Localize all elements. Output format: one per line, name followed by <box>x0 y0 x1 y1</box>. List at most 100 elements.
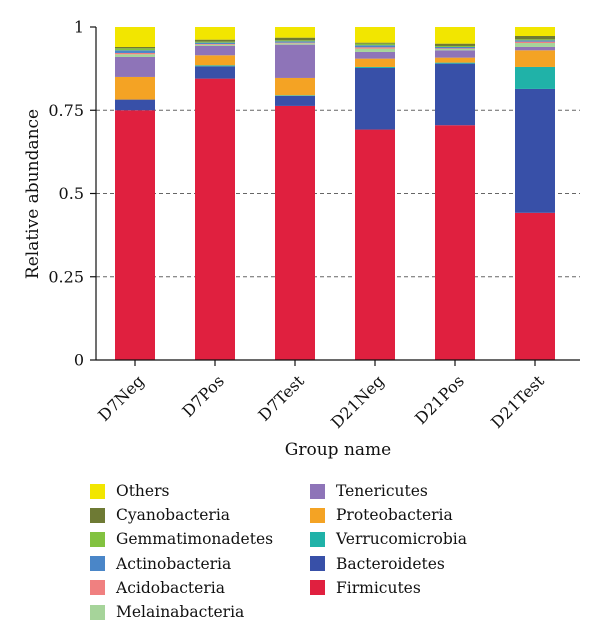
bar-segment-D21Neg-gemmatimonadetes <box>355 43 395 46</box>
bar-segment-D21Test-tenericutes <box>515 46 555 51</box>
bar-segment-D7Pos-acidobacteria <box>195 43 235 45</box>
y-tick-label-0: 0 <box>74 351 84 370</box>
stacked-bar-chart: 0 0.25 0.5 0.75 1 D7Neg D7Pos D7Test D21Neg D21P… <box>23 18 580 460</box>
x-tick-label-D21Pos: D21Pos <box>411 371 468 428</box>
legend-label: Others <box>116 482 170 501</box>
bar-segment-D21Neg-firmicutes <box>355 129 395 360</box>
legend-label: Actinobacteria <box>116 554 232 573</box>
bar-segment-D21Pos-acidobacteria <box>435 48 475 49</box>
y-tick-label-3: 0.75 <box>48 101 84 120</box>
bar-segment-D21Neg-cyanobacteria <box>355 42 395 44</box>
x-tick-label-D7Pos: D7Pos <box>178 371 227 420</box>
legend-item-melainabacteria: Melainabacteria <box>90 600 310 624</box>
bar-segment-D7Pos-gemmatimonadetes <box>195 41 235 43</box>
x-tick-label-D21Neg: D21Neg <box>327 371 388 432</box>
legend-label: Bacteroidetes <box>336 554 445 573</box>
bar-segment-D7Test-firmicutes <box>275 105 315 361</box>
y-ticks: 0 0.25 0.5 0.75 1 <box>48 18 96 370</box>
bar-segment-D7Neg-firmicutes <box>115 110 155 360</box>
y-axis-title: Relative abundance <box>23 109 43 279</box>
bar-segment-D7Pos-tenericutes <box>195 45 235 56</box>
bar-segment-D7Pos-bacteroidetes <box>195 66 235 79</box>
bar-segment-D21Pos-melainabacteria <box>435 48 475 51</box>
legend-column-1: Others Cyanobacteria Gemmatimonadetes Actin… <box>90 479 310 624</box>
bar-segment-D7Test-melainabacteria <box>275 43 315 45</box>
bar-segment-D7Pos-cyanobacteria <box>195 39 235 42</box>
bar-segment-D21Test-proteobacteria <box>515 50 555 67</box>
legend-swatch <box>310 507 325 523</box>
bar-segment-D7Test-cyanobacteria <box>275 37 315 41</box>
legend-item-verrucomicrobia: Verrucomicrobia <box>310 527 467 551</box>
legend-item-firmicutes: Firmicutes <box>310 576 467 600</box>
bar-group-D7Neg <box>115 27 155 360</box>
bar-segment-D21Test-acidobacteria <box>515 41 555 43</box>
bar-segment-D21Test-bacteroidetes <box>515 88 555 213</box>
bar-segment-D21Pos-others <box>435 27 475 44</box>
bar-segment-D21Test-gemmatimonadetes <box>515 39 555 41</box>
bar-segment-D7Pos-actinobacteria <box>195 42 235 44</box>
bar-segment-D7Neg-gemmatimonadetes <box>115 48 155 51</box>
bar-segment-D7Test-gemmatimonadetes <box>275 40 315 42</box>
legend-item-others: Others <box>90 479 310 503</box>
bar-segment-D7Neg-proteobacteria <box>115 76 155 100</box>
legend-label: Verrucomicrobia <box>336 530 467 549</box>
bar-segment-D21Pos-gemmatimonadetes <box>435 45 475 47</box>
bar-segment-D7Neg-cyanobacteria <box>115 46 155 49</box>
legend-label: Cyanobacteria <box>116 506 231 525</box>
bar-segment-D21Test-verrucomicrobia <box>515 66 555 89</box>
legend-swatch <box>310 556 325 572</box>
bar-segment-D7Pos-verrucomicrobia <box>195 65 235 67</box>
bar-segment-D21Pos-verrucomicrobia <box>435 62 475 64</box>
bar-segment-D21Neg-actinobacteria <box>355 45 395 48</box>
bar-segment-D21Neg-bacteroidetes <box>355 67 395 130</box>
legend-label: Melainabacteria <box>116 603 245 622</box>
bar-segment-D21Neg-verrucomicrobia <box>355 66 395 68</box>
bar-segment-D21Test-others <box>515 27 555 36</box>
bar-segment-D21Neg-melainabacteria <box>355 48 395 52</box>
bar-segment-D7Neg-melainabacteria <box>115 54 155 57</box>
bar-segment-D21Pos-bacteroidetes <box>435 63 475 126</box>
legend-swatch <box>90 507 105 523</box>
x-tick-label-D21Test: D21Test <box>487 371 548 432</box>
x-tick-label-D7Test: D7Test <box>254 371 308 425</box>
bar-segment-D21Pos-actinobacteria <box>435 46 475 49</box>
bar-segment-D7Test-proteobacteria <box>275 77 315 96</box>
bar-segment-D7Pos-proteobacteria <box>195 55 235 66</box>
bar-segment-D21Neg-tenericutes <box>355 51 395 59</box>
bar-segment-D7Test-verrucomicrobia <box>275 95 315 96</box>
y-tick-label-4: 1 <box>74 18 84 37</box>
bar-group-D7Test <box>275 27 315 361</box>
bar-group-D21Pos <box>435 27 475 360</box>
bar-segment-D7Pos-melainabacteria <box>195 44 235 46</box>
x-tick-label-D7Neg: D7Neg <box>94 371 148 425</box>
bar-segment-D21Test-melainabacteria <box>515 42 555 47</box>
legend-column-2: Tenericutes Proteobacteria Verrucomicrobia… <box>310 479 467 624</box>
bar-segment-D21Neg-proteobacteria <box>355 58 395 67</box>
legend-item-tenericutes: Tenericutes <box>310 479 467 503</box>
x-ticks: D7Neg D7Pos D7Test D21Neg D21Pos D21Test <box>94 360 548 432</box>
legend-label: Proteobacteria <box>336 506 453 525</box>
legend-label: Gemmatimonadetes <box>116 530 274 549</box>
bar-segment-D7Neg-actinobacteria <box>115 50 155 53</box>
bar-segment-D7Pos-others <box>195 27 235 40</box>
legend-item-actinobacteria: Actinobacteria <box>90 552 310 576</box>
legend-item-bacteroidetes: Bacteroidetes <box>310 552 467 576</box>
legend-label: Acidobacteria <box>116 578 225 597</box>
gridlines <box>96 109 580 278</box>
legend-swatch <box>310 531 325 547</box>
legend-swatch <box>90 531 105 547</box>
x-axis-title: Group name <box>285 440 391 460</box>
legend-item-cyanobacteria: Cyanobacteria <box>90 503 310 527</box>
bar-segment-D21Test-actinobacteria <box>515 40 555 42</box>
bar-segment-D7Pos-firmicutes <box>195 78 235 361</box>
bar-segment-D7Test-bacteroidetes <box>275 95 315 106</box>
bar-segment-D7Test-actinobacteria <box>275 41 315 43</box>
bar-segment-D7Test-others <box>275 27 315 38</box>
legend-swatch <box>90 483 105 499</box>
bar-segment-D7Test-tenericutes <box>275 44 315 78</box>
bar-segment-D21Test-cyanobacteria <box>515 35 555 40</box>
bar-group-D21Neg <box>355 27 395 360</box>
bar-segment-D21Pos-cyanobacteria <box>435 43 475 46</box>
legend-label: Firmicutes <box>336 578 421 597</box>
legend-swatch <box>310 580 325 596</box>
